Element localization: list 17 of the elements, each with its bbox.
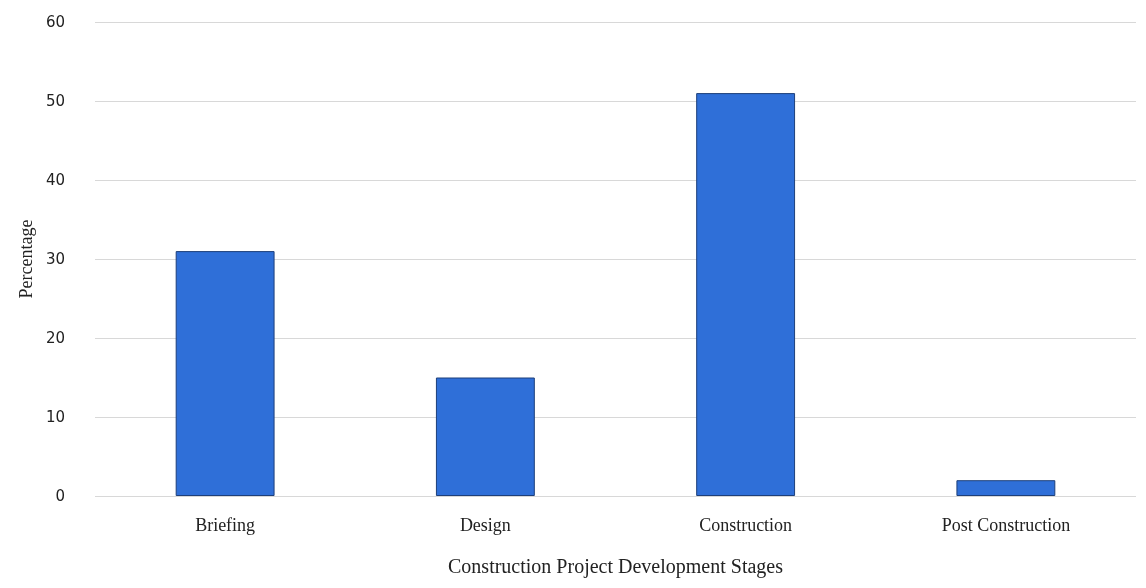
x-tick-label: Post Construction — [941, 515, 1071, 535]
x-tick-label: Design — [459, 515, 511, 535]
bar — [175, 251, 275, 496]
x-tick-label: Construction — [699, 515, 793, 535]
x-axis-title: Construction Project Development Stages — [448, 555, 784, 578]
y-tick-label: 30 — [45, 250, 65, 268]
bar — [956, 480, 1056, 496]
y-tick-label: 20 — [45, 329, 65, 347]
y-tick-label: 40 — [45, 171, 65, 189]
y-tick-label: 10 — [45, 408, 65, 426]
x-tick-label: Briefing — [195, 515, 256, 535]
bar — [435, 377, 535, 496]
y-axis-title: Percentage — [16, 219, 36, 299]
y-tick-label: 60 — [45, 13, 65, 31]
y-tick-label: 50 — [45, 92, 65, 110]
bar — [696, 93, 796, 496]
y-tick-label: 0 — [55, 487, 65, 505]
